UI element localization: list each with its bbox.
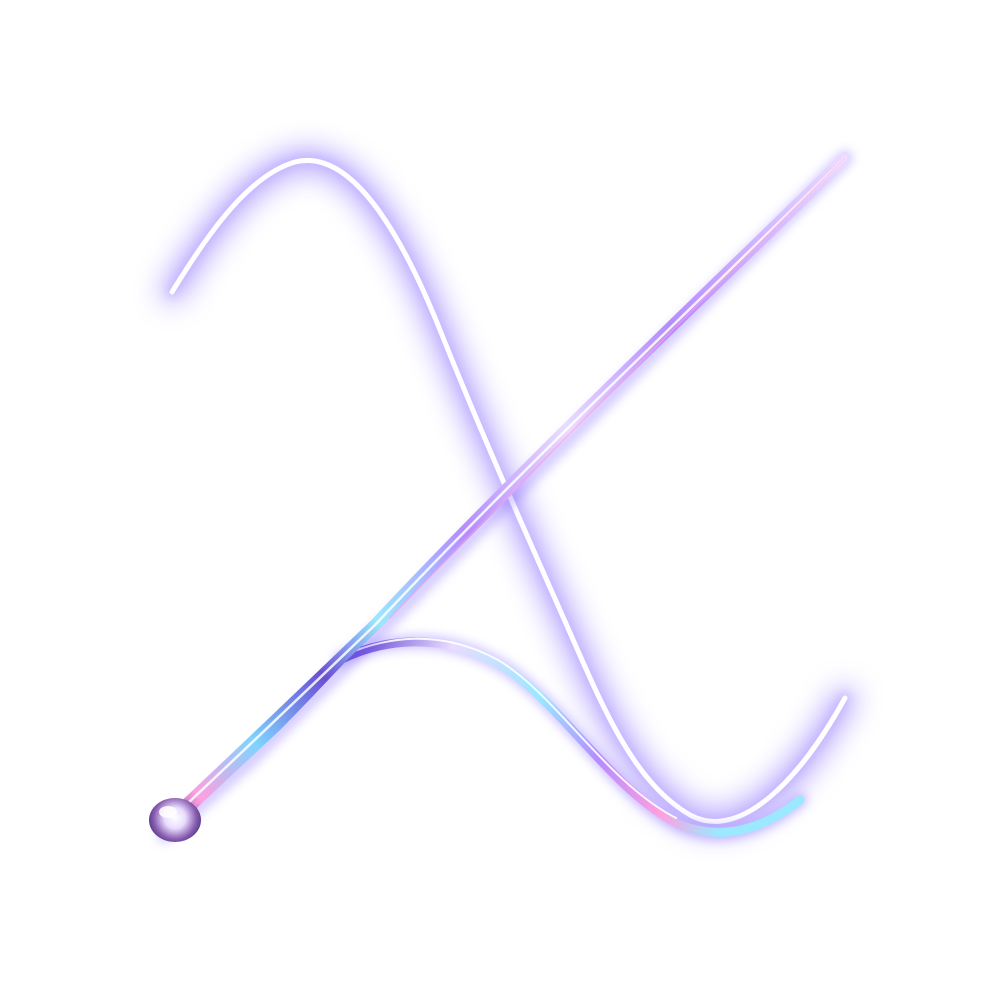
lambda-foot-stroke — [333, 634, 807, 840]
lambda-swash-stroke — [161, 149, 856, 833]
lambda-bulb-tip — [149, 798, 201, 842]
lambda-needle-stroke — [157, 150, 853, 843]
